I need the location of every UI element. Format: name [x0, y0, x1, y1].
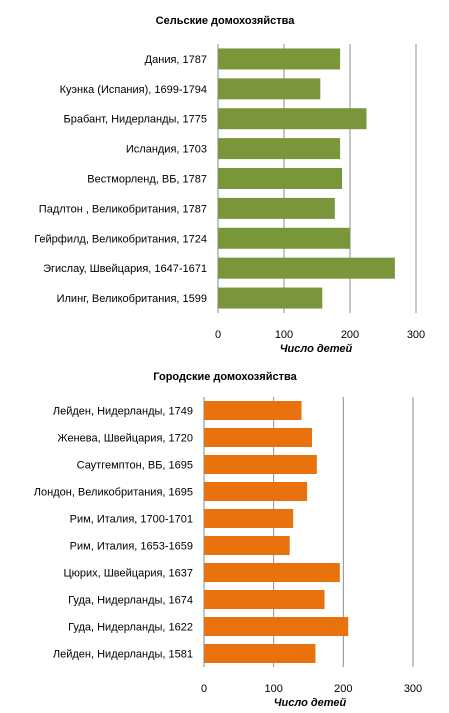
- category-labels: Дания, 1787 Куэнка (Испания), 1699-1794 Бр…: [34, 54, 207, 305]
- bar: [218, 138, 341, 160]
- bar: [218, 257, 395, 279]
- category-label: Гуда, Нидерланды, 1674: [68, 595, 193, 607]
- bar: [204, 590, 325, 609]
- bar: [204, 644, 316, 663]
- category-label: Исландия, 1703: [126, 144, 207, 156]
- category-label: Лейден, Нидерланды, 1581: [53, 649, 193, 661]
- x-tick-label: 100: [264, 683, 282, 695]
- bar: [204, 455, 317, 474]
- category-labels: Лейден, Нидерланды, 1749 Женева, Швейцари…: [34, 406, 193, 661]
- category-label: Гейрфилд, Великобритания, 1724: [34, 233, 207, 245]
- x-tick-label: 0: [215, 329, 221, 341]
- category-label: Эгислау, Швейцария, 1647-1671: [43, 263, 207, 275]
- bar: [218, 168, 343, 189]
- category-label: Дания, 1787: [145, 54, 207, 66]
- chart-title: Сельские домохозяйства: [156, 15, 296, 27]
- category-label: Падлтон , Великобритания, 1787: [39, 203, 207, 215]
- bar: [218, 108, 367, 130]
- bar: [204, 536, 290, 555]
- chart-rural: Сельские домохозяйства Дания, 1787 Куэнка…: [34, 15, 425, 355]
- x-axis-label: Число детей: [274, 697, 347, 709]
- bar: [204, 563, 340, 582]
- bar: [218, 78, 321, 100]
- category-label: Гуда, Нидерланды, 1622: [68, 622, 193, 634]
- category-label: Цюрих, Швейцария, 1637: [63, 568, 193, 580]
- bar: [218, 197, 335, 219]
- bar: [204, 428, 312, 447]
- x-tick-label: 300: [407, 329, 425, 341]
- x-tick-label: 200: [334, 683, 352, 695]
- bar: [204, 401, 302, 420]
- bars: [204, 401, 349, 663]
- chart-urban: Городские домохозяйства Лейден, Нидерлан…: [34, 371, 422, 709]
- category-label: Илинг, Великобритания, 1599: [57, 293, 207, 305]
- x-tick-label: 200: [341, 329, 359, 341]
- x-tick-label: 100: [275, 329, 293, 341]
- bar: [218, 48, 341, 70]
- category-label: Женева, Швейцария, 1720: [57, 433, 193, 445]
- chart-title: Городские домохозяйства: [153, 371, 297, 383]
- x-tick-label: 300: [404, 683, 422, 695]
- bar: [204, 509, 294, 528]
- bar: [204, 617, 349, 636]
- category-label: Куэнка (Испания), 1699-1794: [60, 84, 207, 96]
- bar: [218, 227, 350, 249]
- x-tick-label: 0: [201, 683, 207, 695]
- x-axis-label: Число детей: [280, 343, 353, 355]
- tick-labels: 0 100 200 300: [215, 329, 425, 341]
- bar: [204, 482, 308, 501]
- category-label: Лейден, Нидерланды, 1749: [53, 406, 193, 418]
- tick-labels: 0 100 200 300: [201, 683, 422, 695]
- bars: [218, 48, 395, 309]
- category-label: Вестморленд, ВБ, 1787: [87, 174, 207, 186]
- category-label: Брабант, Нидерланды, 1775: [63, 114, 207, 126]
- category-label: Рим, Италия, 1700-1701: [70, 514, 193, 526]
- category-label: Саутгемптон, ВБ, 1695: [77, 460, 193, 472]
- bar: [218, 287, 323, 309]
- category-label: Лондон, Великобритания, 1695: [34, 487, 193, 499]
- category-label: Рим, Италия, 1653-1659: [70, 541, 193, 553]
